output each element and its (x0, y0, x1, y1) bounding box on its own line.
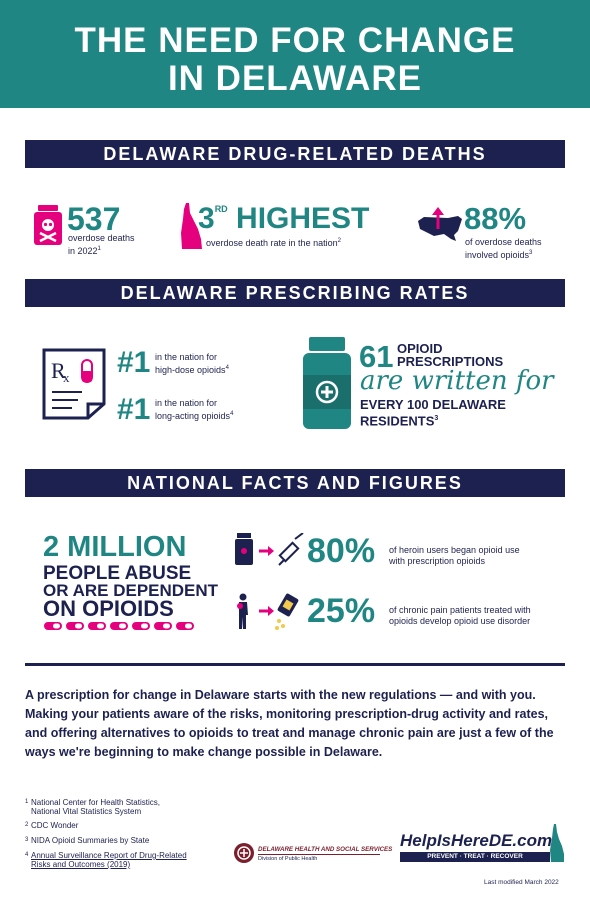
fact-chronic-value: 25% (307, 592, 376, 630)
fact-heroin-value: 80% (307, 532, 376, 570)
prescription-pad-icon: R x (42, 348, 106, 420)
page-title-line1: THE NEED FOR CHANGE (74, 21, 516, 60)
stat-percent-label: of overdose deaths involved opioids3 (465, 237, 542, 260)
million-line4: ON OPIOIDS (43, 596, 174, 621)
footnote-4-link[interactable]: 4 Annual Surveillance Report of Drug-Rel… (25, 851, 187, 869)
svg-text:R: R (51, 358, 66, 383)
footnote-3: 3 NIDA Opioid Summaries by State (25, 836, 150, 845)
pill-row-icon (44, 622, 194, 630)
page-title-line2: IN DELAWARE (167, 59, 423, 98)
delaware-state-icon (181, 203, 202, 249)
section-deaths-heading: DELAWARE DRUG-RELATED DEATHS (25, 140, 565, 168)
person-to-pills-icon (237, 593, 299, 630)
stat-rank-value: 3RD HIGHEST (198, 202, 370, 235)
stat-rank-label: overdose death rate in the nation2 (206, 238, 341, 248)
pill-to-syringe-icon (235, 533, 304, 566)
pill-bottle-skull-icon (34, 205, 62, 245)
rank-highdose-value: #1 (117, 346, 151, 379)
fact-heroin-label: of heroin users began opioid use with pr… (389, 545, 520, 566)
rx-label-bottom: EVERY 100 DELAWARE RESIDENTS3 (360, 397, 506, 429)
footnote-1: 1 National Center for Health Statistics,… (25, 798, 160, 816)
million-line2: PEOPLE ABUSE (43, 563, 192, 584)
svg-text:x: x (63, 370, 70, 385)
helpishere-logo[interactable]: HelpIsHereDE.com PREVENT · TREAT · RECOV… (400, 831, 553, 862)
stat-deaths-label: overdose deaths in 20221 (68, 233, 135, 256)
rank-highdose-label: in the nation for high-dose opioids4 (155, 352, 229, 375)
rank-longacting-value: #1 (117, 393, 151, 426)
usa-map-arrow-icon (418, 207, 462, 241)
section-prescribing-heading: DELAWARE PRESCRIBING RATES (25, 279, 565, 307)
rx-label-top: OPIOID PRESCRIPTIONS (397, 341, 504, 369)
stat-percent-value: 88% (464, 201, 527, 236)
million-line3: OR ARE DEPENDENT (43, 581, 219, 600)
divider (25, 663, 565, 666)
dhss-seal-icon (234, 843, 254, 863)
footnote-2: 2 CDC Wonder (25, 821, 79, 830)
dhss-logo: DELAWARE HEALTH AND SOCIAL SERVICES Divi… (258, 846, 393, 862)
delaware-outline-icon (550, 824, 564, 862)
rx-count-value: 61 (359, 339, 394, 374)
million-line1: 2 MILLION (43, 531, 187, 563)
rank-longacting-label: in the nation for long-acting opioids4 (155, 398, 234, 421)
rx-script-text: are written for (360, 366, 554, 396)
pill-bottle-icon (303, 337, 351, 429)
body-paragraph: A prescription for change in Delaware st… (25, 688, 554, 759)
stat-deaths-value: 537 (67, 201, 121, 237)
fact-chronic-label: of chronic pain patients treated with op… (389, 605, 531, 626)
footnotes: 1 National Center for Health Statistics,… (25, 798, 215, 869)
section-national-heading: NATIONAL FACTS AND FIGURES (25, 469, 565, 497)
header-banner: THE NEED FOR CHANGE IN DELAWARE (0, 0, 590, 108)
last-modified: Last modified March 2022 (484, 879, 559, 886)
